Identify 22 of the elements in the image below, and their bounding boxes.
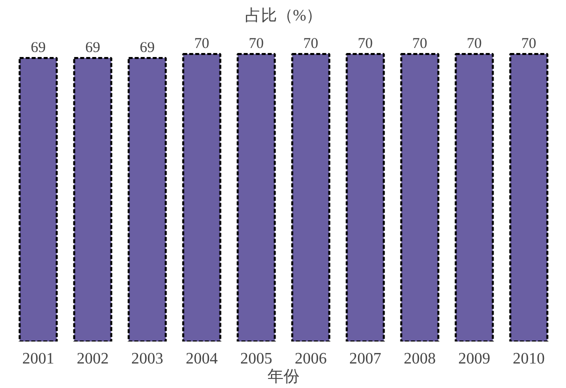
x-axis-title: 年份 (268, 368, 300, 386)
data-label: 70 (466, 36, 482, 52)
chart-title: 占比（%） (244, 6, 322, 24)
data-label: 70 (358, 36, 373, 52)
x-tick-label: 2007 (349, 350, 382, 368)
x-tick-label: 2003 (131, 350, 164, 368)
x-tick-label: 2008 (404, 350, 436, 368)
data-label: 70 (194, 36, 210, 52)
data-label: 69 (140, 40, 155, 56)
data-label: 70 (248, 36, 264, 52)
data-label: 69 (30, 40, 46, 56)
data-label: 69 (85, 40, 100, 56)
x-tick-label: 2010 (512, 350, 545, 368)
x-tick-label: 2005 (240, 350, 272, 368)
x-tick-label: 2002 (76, 350, 109, 368)
data-label: 70 (412, 36, 428, 52)
x-tick-label: 2001 (22, 350, 54, 368)
data-label: 70 (303, 36, 318, 52)
x-tick-label: 2004 (186, 350, 218, 368)
data-label: 70 (521, 36, 536, 52)
x-tick-label: 2006 (294, 350, 327, 368)
x-tick-label: 2009 (458, 350, 490, 368)
